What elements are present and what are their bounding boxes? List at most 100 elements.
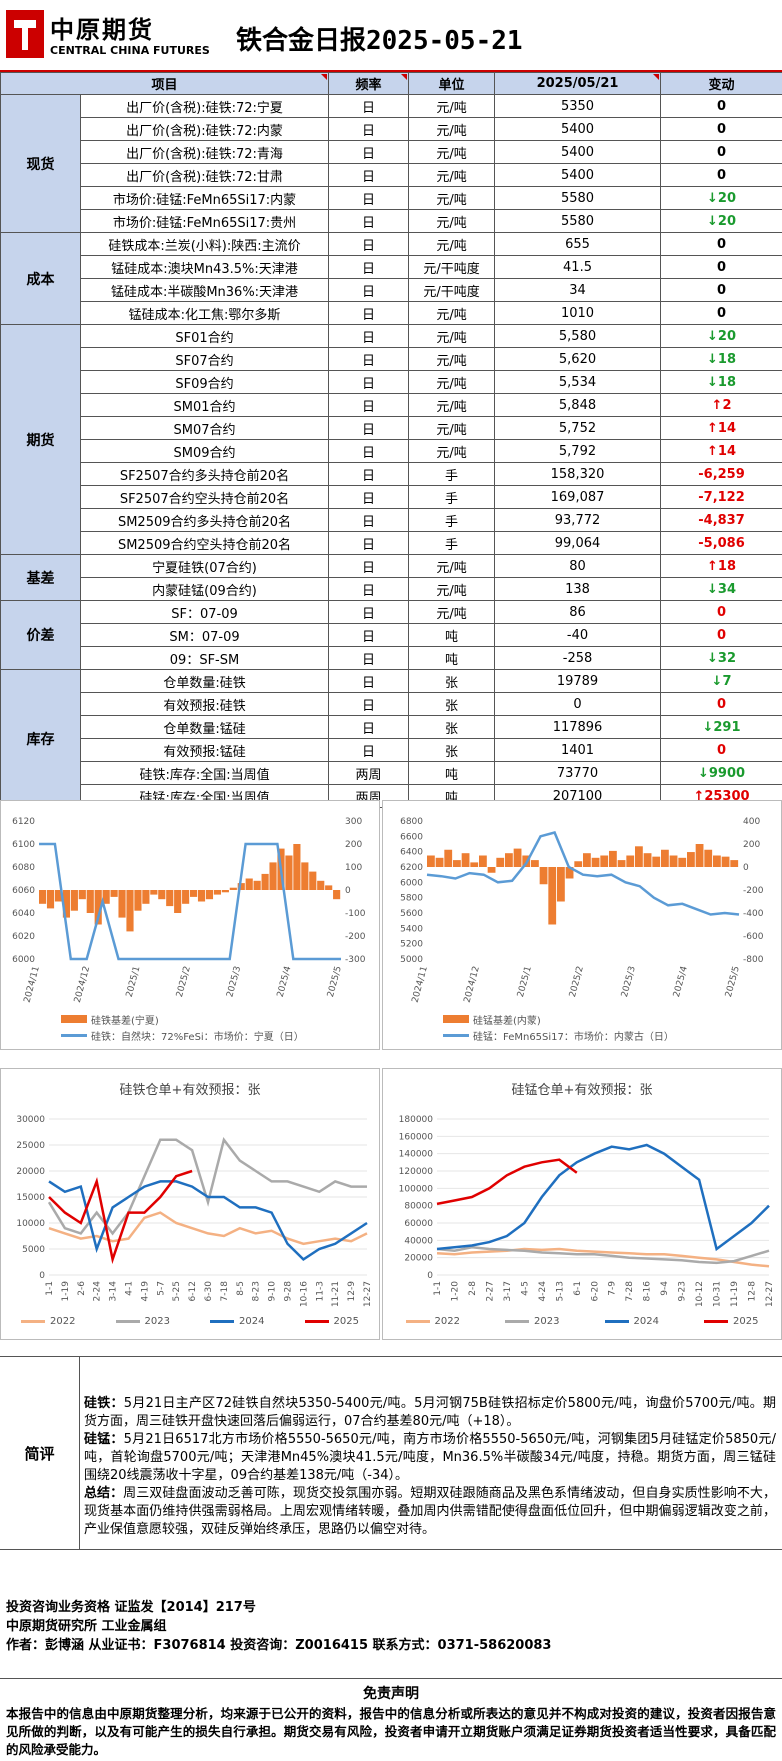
x-tick-label: 11-19	[730, 1281, 740, 1307]
basis-bar	[126, 890, 133, 931]
arrow-down-icon: ↓	[707, 214, 718, 229]
cell-unit: 元/吨	[409, 601, 495, 624]
y-tick-label: 140000	[399, 1150, 434, 1160]
basis-bar	[479, 856, 487, 868]
cell-change: -6,259	[661, 463, 782, 486]
cell-item: 出厂价(含税):硅铁:72:内蒙	[81, 118, 329, 141]
change-value: 34	[718, 582, 736, 597]
x-tick-label: 12-9	[347, 1281, 357, 1302]
column-header-unit: 单位	[409, 73, 495, 95]
cell-value: 1401	[495, 739, 661, 762]
cell-item: SF2507合约多头持仓前20名	[81, 463, 329, 486]
cell-unit: 吨	[409, 647, 495, 670]
y-right-tick-label: 0	[743, 863, 749, 873]
y-left-tick-label: 6080	[12, 863, 35, 873]
basis-bar	[600, 856, 608, 868]
cell-unit: 元/吨	[409, 417, 495, 440]
cell-unit: 吨	[409, 624, 495, 647]
cell-change: ↑14	[661, 440, 782, 463]
y-tick-label: 40000	[404, 1236, 433, 1246]
y-tick-label: 60000	[404, 1219, 433, 1229]
logo-chinese-name: 中原期货	[50, 10, 154, 45]
cell-frequency: 日	[329, 624, 409, 647]
cell-frequency: 日	[329, 486, 409, 509]
cell-value: 41.5	[495, 256, 661, 279]
cell-frequency: 日	[329, 670, 409, 693]
cell-unit: 元/吨	[409, 302, 495, 325]
basis-bar	[214, 890, 221, 895]
cell-frequency: 日	[329, 302, 409, 325]
y-tick-label: 20000	[16, 1167, 45, 1177]
y-tick-label: 80000	[404, 1202, 433, 1212]
cell-value: 93,772	[495, 509, 661, 532]
section-label: 现货	[1, 95, 81, 233]
x-tick-label: 5-25	[172, 1281, 182, 1301]
basis-bar	[505, 853, 513, 867]
y-right-tick-label: 300	[345, 817, 362, 827]
commentary-label: 简评	[0, 1357, 80, 1549]
y-tick-label: 160000	[399, 1132, 434, 1142]
cell-value: 138	[495, 578, 661, 601]
change-value: 291	[713, 720, 740, 735]
cell-change: ↓18	[661, 371, 782, 394]
cell-unit: 张	[409, 739, 495, 762]
cell-value: 5,620	[495, 348, 661, 371]
company-logo-icon	[6, 10, 44, 58]
table-header-row: 项目 频率 单位 2025/05/21 变动	[1, 73, 782, 95]
legend-item-2022: 2022	[406, 1316, 460, 1327]
series-line-2025	[437, 1160, 577, 1204]
basis-bar	[87, 890, 94, 913]
cell-frequency: 日	[329, 716, 409, 739]
cell-frequency: 日	[329, 187, 409, 210]
commentary-summary: 总结：周三双硅盘面波动乏善可陈，现货交投氛围亦弱。短期双硅跟随商品及黑色系情绪波…	[84, 1485, 776, 1539]
basis-bar	[309, 872, 316, 890]
basis-bar	[79, 890, 86, 899]
cell-change: ↑2	[661, 394, 782, 417]
legend-item-2022: 2022	[21, 1316, 75, 1327]
cell-item: 出厂价(含税):硅铁:72:青海	[81, 141, 329, 164]
section-label: 基差	[1, 555, 81, 601]
x-tick-label: 2024/11	[411, 965, 430, 1004]
cell-unit: 元/吨	[409, 187, 495, 210]
basis-bar	[246, 879, 253, 891]
legend-item-2023: 2023	[505, 1316, 559, 1327]
basis-bar	[453, 860, 461, 867]
cell-value: 158,320	[495, 463, 661, 486]
cell-value: 5,792	[495, 440, 661, 463]
x-tick-label: 10-31	[713, 1281, 723, 1307]
cell-value: 5,534	[495, 371, 661, 394]
cell-item: SF：07-09	[81, 601, 329, 624]
y-right-tick-label: -200	[345, 932, 366, 942]
y-right-tick-label: -800	[743, 955, 764, 965]
cell-unit: 元/干吨度	[409, 256, 495, 279]
cell-change: 0	[661, 739, 782, 762]
cell-value: -40	[495, 624, 661, 647]
x-tick-label: 8-23	[252, 1281, 262, 1301]
y-tick-label: 25000	[16, 1141, 45, 1151]
basis-bar	[462, 853, 470, 867]
x-tick-label: 2025/5	[326, 965, 344, 998]
cell-item: SM09合约	[81, 440, 329, 463]
cell-item: 锰硅成本:澳块Mn43.5%:天津港	[81, 256, 329, 279]
cell-value: 117896	[495, 716, 661, 739]
cell-frequency: 日	[329, 578, 409, 601]
report-header: 中原期货 CENTRAL CHINA FUTURES 铁合金日报2025-05-…	[0, 0, 782, 72]
cell-unit: 元/吨	[409, 141, 495, 164]
basis-bar	[142, 890, 149, 904]
x-tick-label: 2025/3	[620, 965, 638, 998]
basis-bar	[71, 890, 78, 911]
basis-bar	[111, 890, 118, 897]
change-value: 18	[718, 375, 736, 390]
cell-unit: 元/吨	[409, 325, 495, 348]
column-header-date: 2025/05/21	[495, 73, 661, 95]
basis-bar	[531, 860, 539, 867]
cell-item: 市场价:硅锰:FeMn65Si17:内蒙	[81, 187, 329, 210]
